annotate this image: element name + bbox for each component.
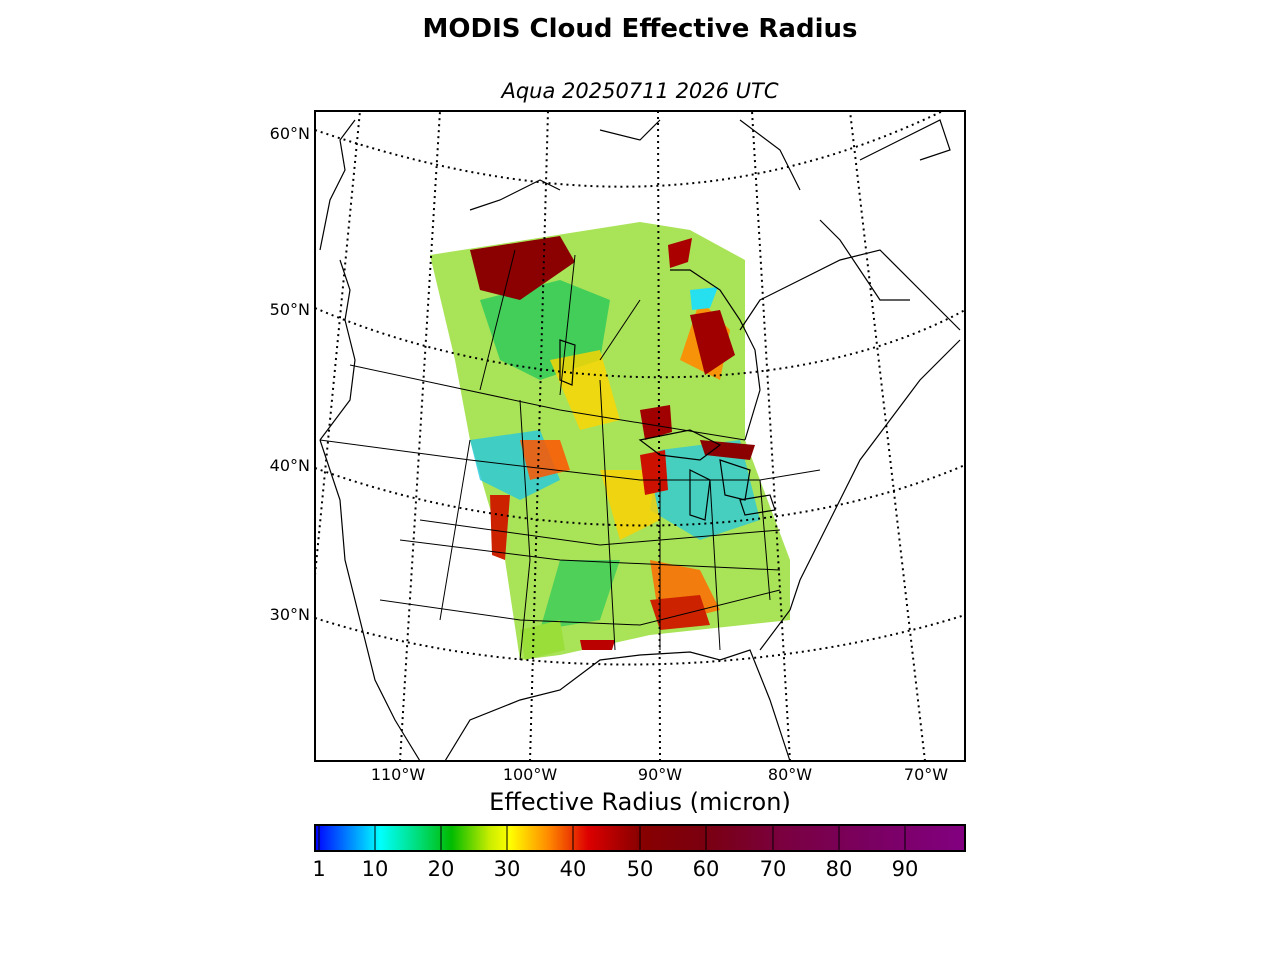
state-borders <box>319 249 821 661</box>
lat-label-30: 30°N <box>270 605 310 624</box>
lon-label-80: 80°W <box>768 765 812 784</box>
colorbar-tick-label: 1 <box>312 857 325 881</box>
colorbar-tick-label: 70 <box>760 857 787 881</box>
colorbar-tick-label: 20 <box>428 857 455 881</box>
map-frame <box>314 110 966 762</box>
colorbar-tick-label: 10 <box>362 857 389 881</box>
lon-label-90: 90°W <box>638 765 682 784</box>
colorbar-ticks <box>318 825 906 851</box>
colorbar-tick-label: 40 <box>560 857 587 881</box>
colorbar-tick-label: 50 <box>627 857 654 881</box>
lon-label-70: 70°W <box>904 765 948 784</box>
lakes <box>559 339 776 521</box>
colorbar-label: Effective Radius (micron) <box>489 788 791 816</box>
colorbar-tick-labels: 1 10 20 30 40 50 60 70 80 90 <box>312 857 918 881</box>
map-subtitle: Aqua 20250711 2026 UTC <box>501 79 779 103</box>
map-title: MODIS Cloud Effective Radius <box>422 14 858 44</box>
longitude-lines <box>315 111 926 761</box>
lat-label-40: 40°N <box>270 456 310 475</box>
colorbar-tick-label: 80 <box>826 857 853 881</box>
lon-label-100: 100°W <box>503 765 558 784</box>
colorbar-frame <box>314 824 966 852</box>
colorbar-tick-label: 30 <box>494 857 521 881</box>
colorbar-tick-label: 90 <box>892 857 919 881</box>
lon-label-110: 110°W <box>371 765 426 784</box>
colorbar-tick-label: 60 <box>693 857 720 881</box>
lat-label-50: 50°N <box>270 300 310 319</box>
lat-label-60: 60°N <box>270 124 310 143</box>
coastlines <box>319 119 961 761</box>
